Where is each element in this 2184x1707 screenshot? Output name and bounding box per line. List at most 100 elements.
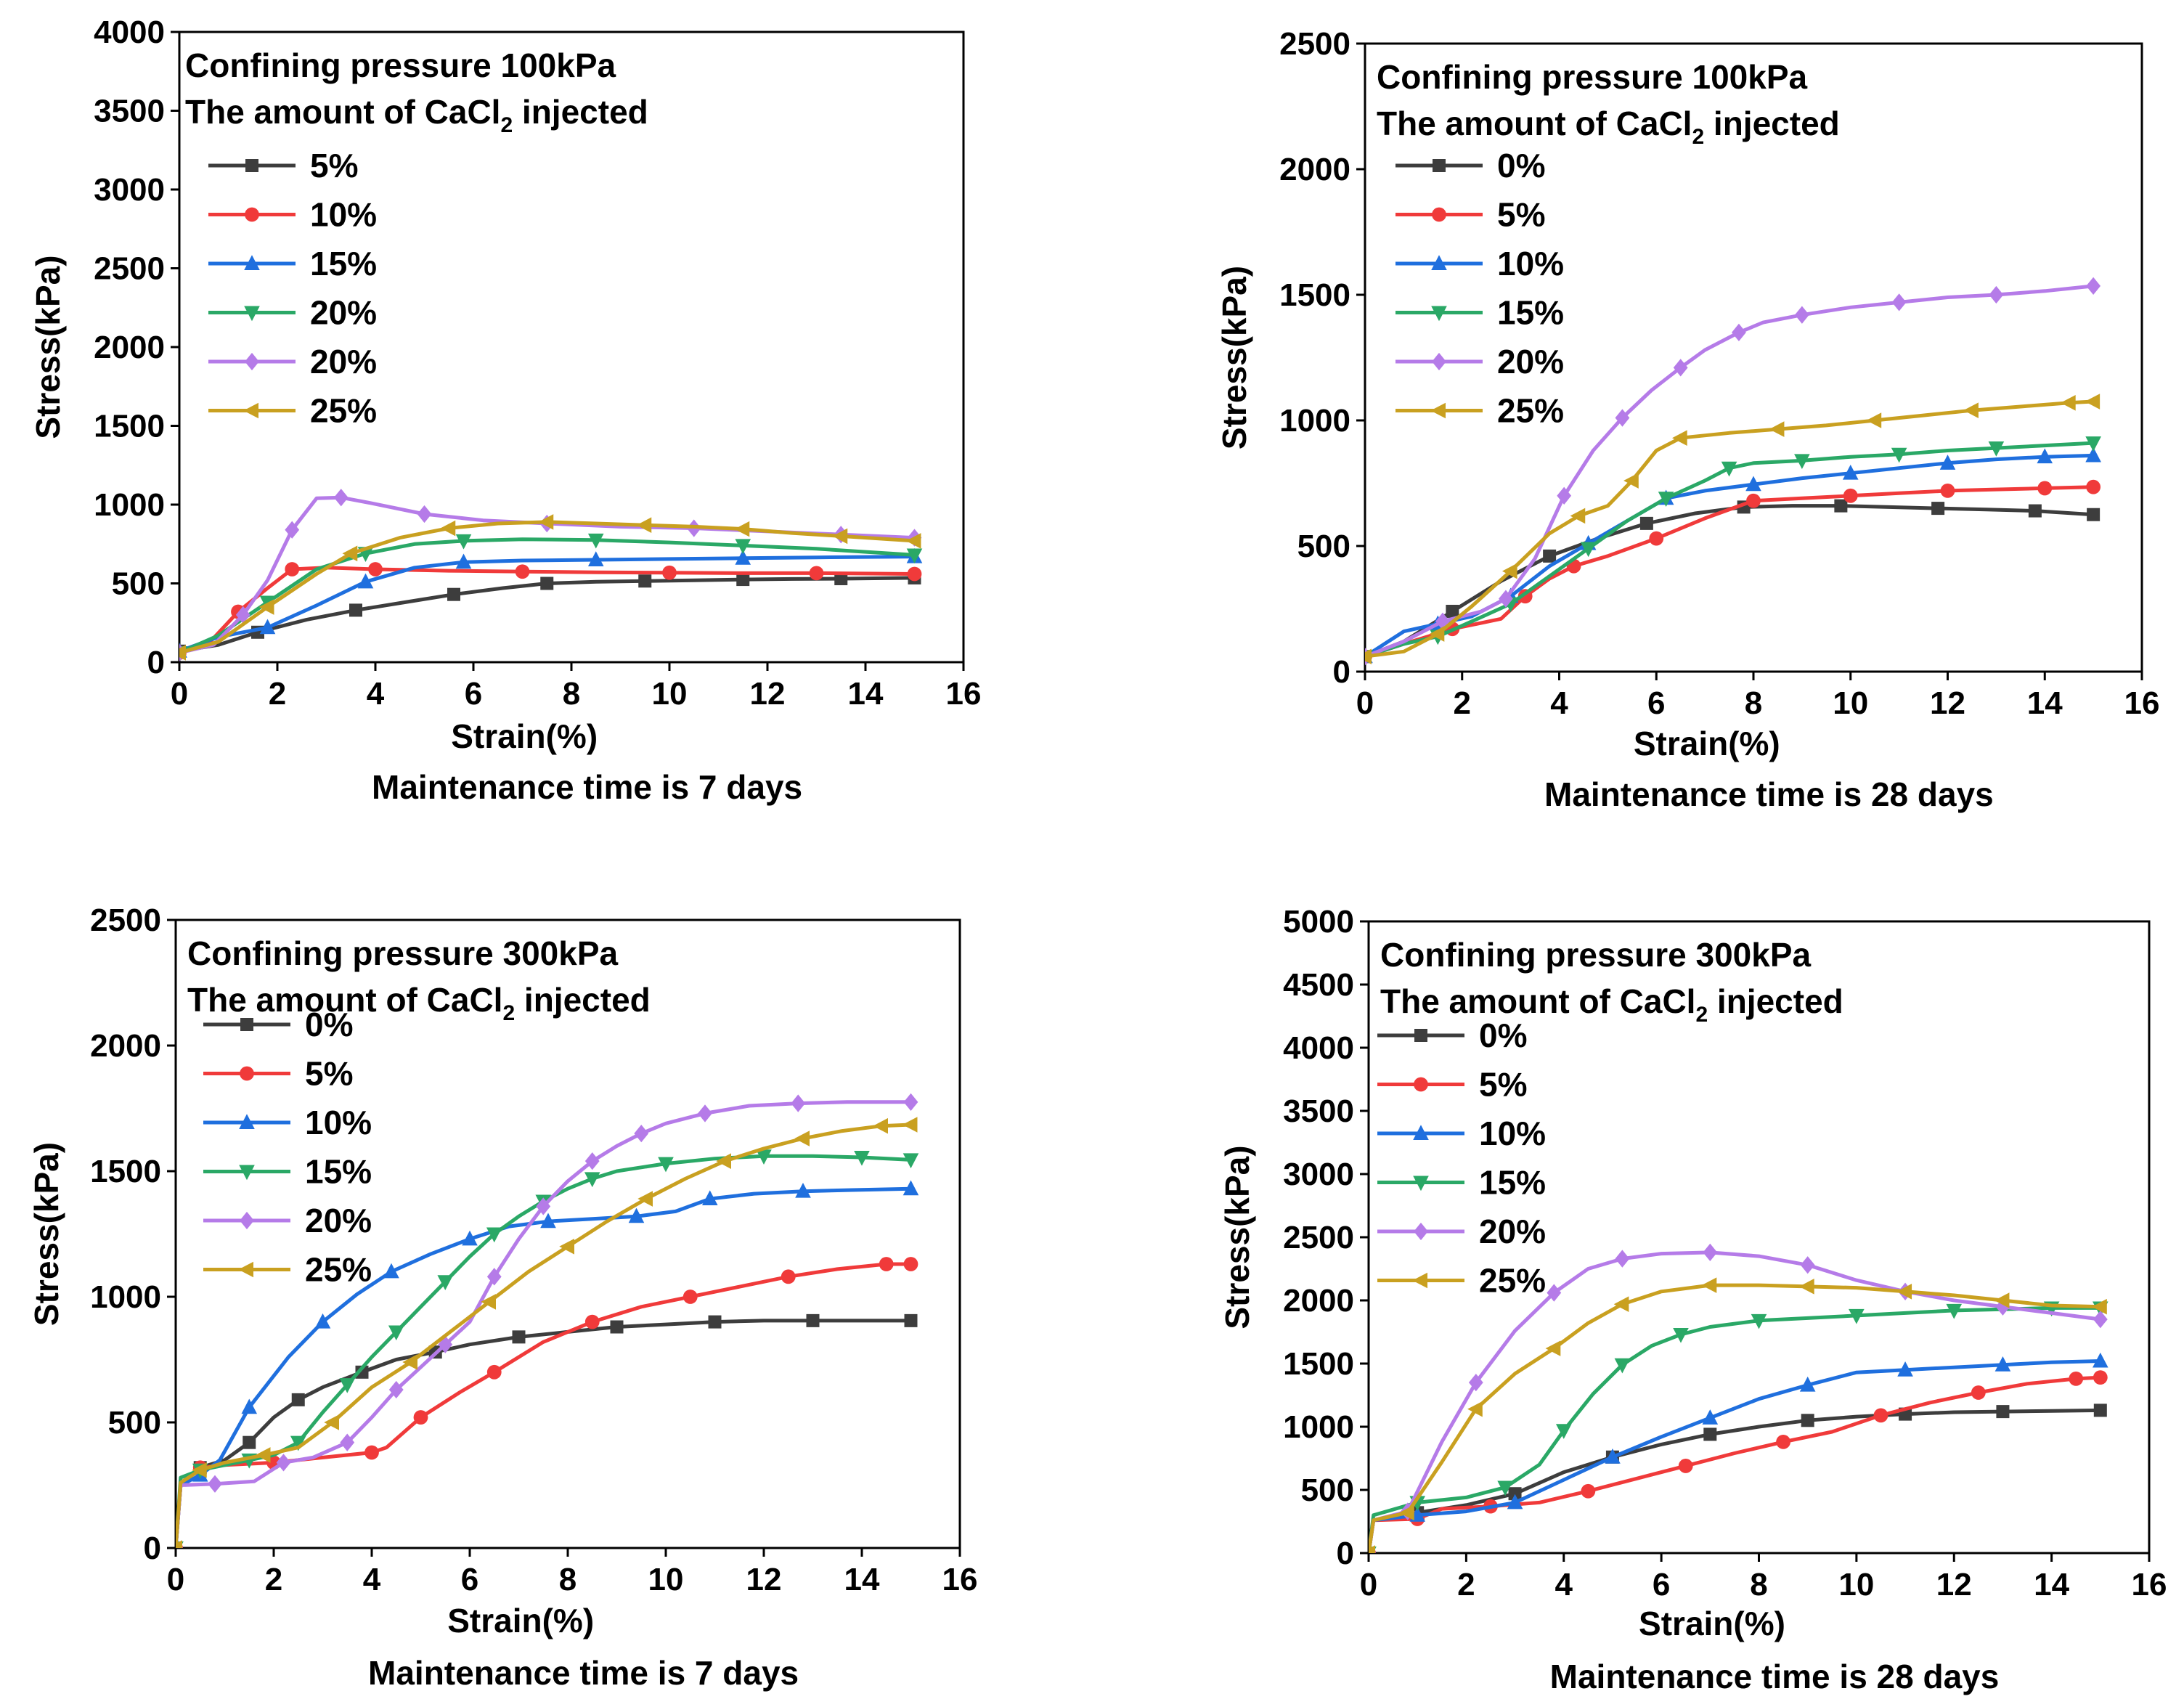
data-point xyxy=(610,1320,624,1334)
data-point xyxy=(2085,436,2101,452)
y-tick-label: 1000 xyxy=(90,1279,161,1315)
data-point xyxy=(2037,448,2053,464)
data-point xyxy=(417,505,432,523)
series-line-25% xyxy=(1369,1283,2103,1553)
data-point xyxy=(285,521,300,539)
data-point xyxy=(179,645,186,661)
series-line-25% xyxy=(176,1123,913,1548)
data-point xyxy=(806,1313,820,1327)
x-axis-label: Strain(%) xyxy=(1634,725,1780,762)
x-tick-label: 8 xyxy=(563,676,580,712)
data-point xyxy=(794,1130,810,1146)
data-point xyxy=(854,1150,870,1166)
data-point xyxy=(1702,1409,1719,1425)
pressure-label: Confining pressure 300kPa xyxy=(187,934,618,972)
data-point xyxy=(809,566,824,581)
data-point xyxy=(1963,402,1979,418)
y-tick-label: 500 xyxy=(112,566,165,602)
data-point xyxy=(1639,516,1653,530)
data-point xyxy=(208,1475,222,1493)
data-point xyxy=(486,1364,502,1380)
data-point xyxy=(1497,1480,1513,1496)
chart-panel-4: 0 2 4 6 8 10 12 14 16 0 500 1000 1500 2000 2500 3000 350… xyxy=(1218,904,2167,1695)
series-line-5% xyxy=(1369,1375,2103,1553)
data-point xyxy=(241,1398,258,1414)
data-point xyxy=(455,553,472,569)
data-point xyxy=(2093,1352,2108,1368)
x-tick-label: 0 xyxy=(167,1562,184,1597)
data-point xyxy=(1673,359,1688,377)
legend-marker xyxy=(244,306,260,322)
x-tick-label: 6 xyxy=(465,676,482,712)
data-point xyxy=(682,1290,698,1304)
legend-marker xyxy=(240,1211,254,1230)
legend-label: 15% xyxy=(305,1153,372,1191)
data-point xyxy=(736,573,750,587)
data-point xyxy=(1468,1373,1483,1392)
data-point xyxy=(2085,447,2101,463)
data-point xyxy=(781,1269,796,1284)
series-line-25% xyxy=(1365,399,2095,659)
data-point xyxy=(339,1378,356,1393)
x-axis-label: Strain(%) xyxy=(451,717,598,755)
legend-marker xyxy=(1414,1029,1427,1042)
data-point xyxy=(2037,481,2053,496)
data-point xyxy=(2028,504,2042,518)
data-point xyxy=(1996,1405,2010,1419)
legend-marker xyxy=(239,1114,255,1129)
data-point xyxy=(388,1325,404,1341)
data-point xyxy=(2086,277,2101,296)
cacl2-label: The amount of CaCl2 injected xyxy=(185,93,648,137)
data-point xyxy=(1673,1327,1689,1343)
data-point xyxy=(834,571,848,585)
data-point xyxy=(1614,1358,1631,1374)
data-point xyxy=(1543,549,1557,563)
data-point xyxy=(1508,1487,1522,1501)
legend-marker xyxy=(1414,1077,1428,1092)
data-point xyxy=(1467,1401,1483,1417)
legend-label: 20% xyxy=(305,1202,372,1239)
x-axis-label: Strain(%) xyxy=(447,1602,594,1639)
data-point xyxy=(584,1152,600,1170)
data-point xyxy=(662,565,677,580)
y-tick-label: 500 xyxy=(1301,1472,1354,1508)
data-point xyxy=(1623,473,1639,489)
data-point xyxy=(1939,455,1956,470)
data-area xyxy=(1369,1243,2108,1553)
y-tick-label: 2000 xyxy=(1283,1283,1354,1319)
data-point xyxy=(512,1330,526,1344)
data-point xyxy=(462,1230,478,1246)
data-point xyxy=(698,1104,712,1123)
data-point xyxy=(584,1172,600,1188)
data-point xyxy=(290,1435,306,1451)
data-point xyxy=(1798,1279,1814,1295)
series-line-0% xyxy=(176,1319,913,1548)
x-tick-label: 12 xyxy=(1936,1567,1972,1602)
data-point xyxy=(1547,1284,1562,1302)
series-line-20% xyxy=(1369,1250,2103,1553)
x-tick-label: 14 xyxy=(844,1562,880,1597)
chart-caption: Maintenance time is 7 days xyxy=(372,768,802,806)
x-tick-label: 16 xyxy=(2124,685,2160,721)
legend-marker xyxy=(1412,1272,1427,1289)
data-point xyxy=(383,1263,399,1279)
data-point xyxy=(832,528,848,545)
legend-label: 15% xyxy=(1497,294,1564,332)
data-point xyxy=(342,545,358,562)
x-tick-label: 6 xyxy=(1647,685,1665,721)
data-point xyxy=(1615,1250,1630,1268)
data-point xyxy=(538,514,554,530)
legend-label: 20% xyxy=(1479,1213,1546,1250)
legend-marker xyxy=(238,1261,253,1278)
y-tick-label: 3000 xyxy=(94,172,165,208)
data-point xyxy=(413,1410,428,1425)
data-point xyxy=(1897,1361,1913,1377)
data-point xyxy=(1369,1545,1375,1553)
x-tick-label: 10 xyxy=(648,1562,684,1597)
data-point xyxy=(902,1180,919,1196)
chart-panel-2: 0 2 4 6 8 10 12 14 16 0 500 1000 1500 2000 2500 Strain(… xyxy=(1215,26,2159,813)
y-tick-label: 1000 xyxy=(94,487,165,523)
data-point xyxy=(1988,441,2005,457)
series-line-15% xyxy=(1369,1305,2103,1553)
